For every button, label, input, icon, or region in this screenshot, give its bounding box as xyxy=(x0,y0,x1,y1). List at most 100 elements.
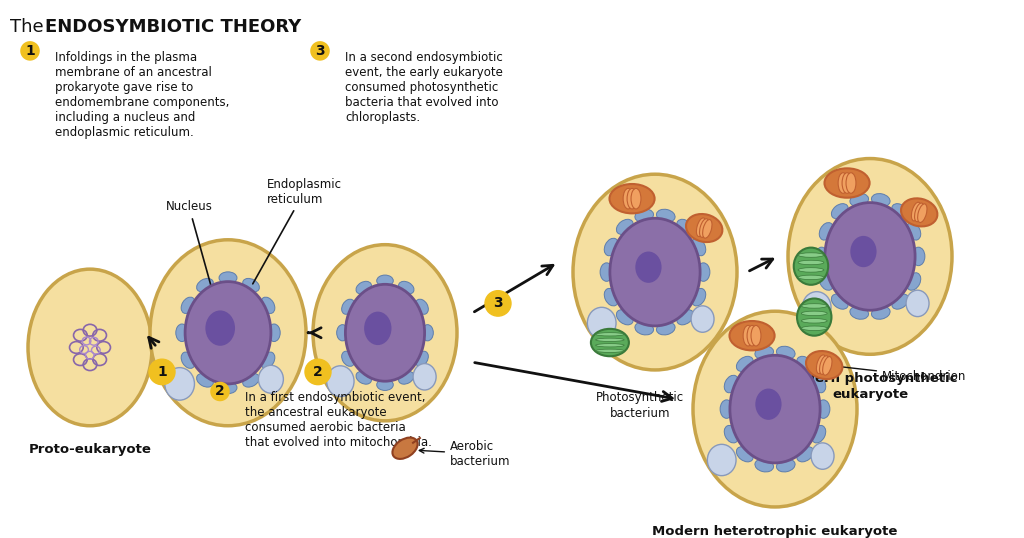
Ellipse shape xyxy=(819,273,834,291)
Ellipse shape xyxy=(656,209,675,222)
Text: Infoldings in the plasma
membrane of an ancestral
prokaryote gave rise to
endome: Infoldings in the plasma membrane of an … xyxy=(55,51,229,139)
Ellipse shape xyxy=(819,223,834,240)
Ellipse shape xyxy=(831,204,848,219)
Ellipse shape xyxy=(337,324,348,341)
Ellipse shape xyxy=(28,269,152,426)
Ellipse shape xyxy=(377,275,393,286)
Ellipse shape xyxy=(802,326,827,330)
Text: Nucleus: Nucleus xyxy=(166,201,216,302)
Ellipse shape xyxy=(176,324,188,342)
Ellipse shape xyxy=(392,437,418,459)
Ellipse shape xyxy=(802,304,827,308)
Ellipse shape xyxy=(702,220,712,238)
Ellipse shape xyxy=(610,218,700,326)
Ellipse shape xyxy=(892,204,908,219)
Ellipse shape xyxy=(730,355,820,463)
Ellipse shape xyxy=(342,351,354,366)
Ellipse shape xyxy=(261,297,274,314)
Ellipse shape xyxy=(609,184,654,214)
Ellipse shape xyxy=(596,338,625,342)
Ellipse shape xyxy=(313,245,457,421)
Ellipse shape xyxy=(631,188,641,209)
Ellipse shape xyxy=(165,367,195,400)
Ellipse shape xyxy=(635,322,653,335)
Ellipse shape xyxy=(906,273,921,291)
Ellipse shape xyxy=(573,174,737,370)
Ellipse shape xyxy=(918,204,927,223)
Circle shape xyxy=(485,291,511,316)
Ellipse shape xyxy=(838,173,848,193)
Ellipse shape xyxy=(635,209,653,222)
Ellipse shape xyxy=(398,371,414,384)
Ellipse shape xyxy=(724,375,738,393)
Ellipse shape xyxy=(377,379,393,391)
Ellipse shape xyxy=(600,263,613,281)
Ellipse shape xyxy=(150,240,306,426)
Ellipse shape xyxy=(736,447,754,462)
Text: The: The xyxy=(10,18,49,36)
Ellipse shape xyxy=(816,355,825,373)
Ellipse shape xyxy=(261,352,274,369)
Ellipse shape xyxy=(798,260,824,265)
Ellipse shape xyxy=(797,299,831,336)
Ellipse shape xyxy=(802,318,827,323)
Ellipse shape xyxy=(846,173,856,193)
Text: Proto-eukaryote: Proto-eukaryote xyxy=(29,443,152,456)
Ellipse shape xyxy=(797,356,814,372)
Ellipse shape xyxy=(911,202,921,221)
Ellipse shape xyxy=(345,284,425,381)
Ellipse shape xyxy=(677,310,693,325)
Text: Modern heterotrophic eukaryote: Modern heterotrophic eukaryote xyxy=(652,525,898,537)
Ellipse shape xyxy=(797,447,814,462)
Ellipse shape xyxy=(327,366,354,397)
Ellipse shape xyxy=(743,325,753,346)
Text: 2: 2 xyxy=(313,365,323,379)
Ellipse shape xyxy=(258,365,284,393)
Ellipse shape xyxy=(806,351,843,379)
Ellipse shape xyxy=(906,223,921,240)
Circle shape xyxy=(150,359,175,385)
Ellipse shape xyxy=(850,306,868,319)
Ellipse shape xyxy=(798,275,824,280)
Text: Aerobic
bacterium: Aerobic bacterium xyxy=(419,440,511,468)
Ellipse shape xyxy=(627,188,637,209)
Ellipse shape xyxy=(243,373,259,387)
Ellipse shape xyxy=(686,214,722,242)
Ellipse shape xyxy=(206,310,236,346)
Ellipse shape xyxy=(825,203,915,310)
Ellipse shape xyxy=(776,346,795,359)
Ellipse shape xyxy=(616,220,633,235)
Ellipse shape xyxy=(219,272,237,284)
Ellipse shape xyxy=(720,400,733,419)
Ellipse shape xyxy=(635,252,662,283)
Ellipse shape xyxy=(185,281,271,384)
Ellipse shape xyxy=(906,290,929,316)
Ellipse shape xyxy=(219,381,237,394)
Ellipse shape xyxy=(708,444,736,476)
Text: 1: 1 xyxy=(157,365,167,379)
Ellipse shape xyxy=(197,373,213,387)
Ellipse shape xyxy=(181,297,196,314)
Ellipse shape xyxy=(268,324,281,342)
Ellipse shape xyxy=(691,238,706,256)
Ellipse shape xyxy=(398,281,414,294)
Ellipse shape xyxy=(788,159,952,355)
Ellipse shape xyxy=(356,281,372,294)
Ellipse shape xyxy=(591,329,629,356)
Ellipse shape xyxy=(901,199,937,226)
Ellipse shape xyxy=(365,312,391,345)
Ellipse shape xyxy=(755,346,773,359)
Ellipse shape xyxy=(596,344,625,347)
Text: 1: 1 xyxy=(26,44,35,58)
Ellipse shape xyxy=(416,299,428,314)
Ellipse shape xyxy=(596,349,625,352)
Ellipse shape xyxy=(803,292,831,323)
Ellipse shape xyxy=(588,307,616,338)
Ellipse shape xyxy=(822,357,831,375)
Ellipse shape xyxy=(243,278,259,292)
Ellipse shape xyxy=(871,194,890,207)
Circle shape xyxy=(305,359,331,385)
Text: 2: 2 xyxy=(215,385,225,399)
Ellipse shape xyxy=(831,294,848,309)
Ellipse shape xyxy=(755,459,773,472)
